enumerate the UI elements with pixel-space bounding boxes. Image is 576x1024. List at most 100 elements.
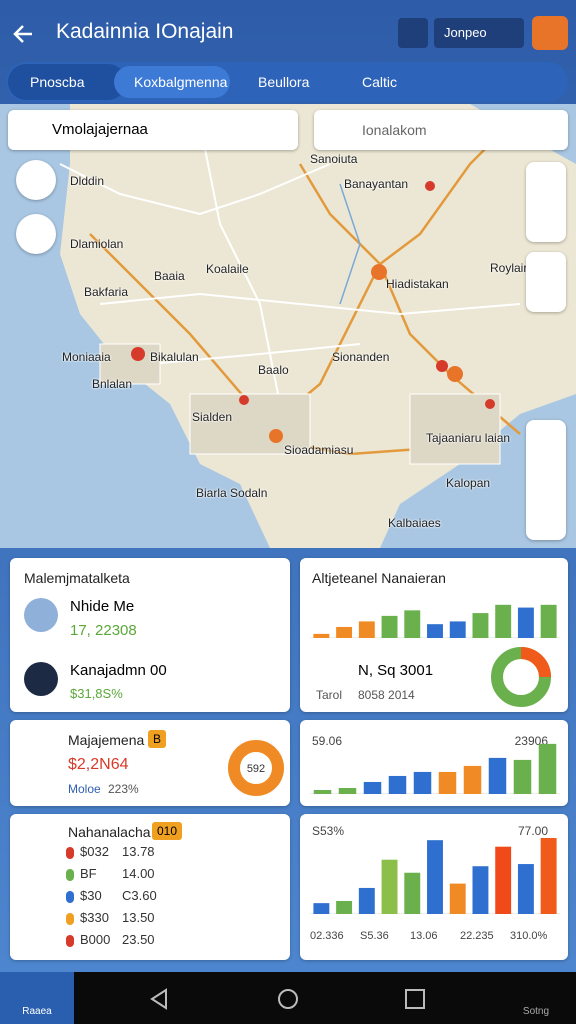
bar — [495, 604, 512, 638]
tab[interactable]: Pnoscba — [30, 74, 85, 90]
card[interactable]: Malemjmatalketa Nhide Me 17, 22308 Kanaj… — [10, 558, 290, 712]
search-text: Vmolajajernaa — [52, 121, 148, 138]
legend-swatch — [66, 869, 74, 881]
legend-key: $032 — [80, 844, 109, 859]
card-title: Malemjmatalketa — [24, 570, 130, 586]
tab[interactable]: Koxbalgmenna — [134, 74, 228, 90]
map-button[interactable] — [16, 160, 56, 200]
item-name: Nhide Me — [70, 598, 135, 615]
bar — [336, 626, 353, 638]
card-title: Altjeteanel Nanaieran — [312, 570, 446, 586]
stat-sub-label: Moloe — [68, 782, 101, 796]
bar — [358, 887, 375, 914]
stat-value: $2,2N64 — [68, 756, 129, 773]
map-label: Sialden — [192, 410, 233, 424]
icon — [24, 598, 58, 632]
card[interactable]: Nahanalacha 010 $032 13.78 BF 14.00 $30 C3.60… — [10, 814, 290, 960]
donut-label: 592 — [247, 763, 265, 775]
card[interactable]: S53% 77.00 02.336 S5.36 13.06 22.235 310.0% — [300, 814, 568, 960]
legend-swatch — [66, 913, 74, 925]
bar — [540, 838, 557, 914]
bar — [472, 866, 489, 914]
bar-chart — [310, 838, 560, 914]
bar — [404, 610, 421, 638]
map-label: Koalaile — [206, 262, 249, 276]
item-name: Kanajadmn 00 — [70, 662, 167, 679]
map-label: Kalbaiaes — [388, 516, 441, 530]
bar-chart — [310, 604, 560, 638]
card[interactable]: 59.06 23906 — [300, 720, 568, 806]
bar — [427, 624, 443, 638]
map-label: Baalo — [258, 363, 289, 377]
bar — [438, 771, 457, 794]
dropdown-label: Jonpeo — [444, 25, 487, 40]
legend-value: 23.50 — [122, 932, 155, 947]
bar — [540, 604, 557, 638]
bar — [336, 900, 353, 914]
map-label: Bakfaria — [84, 285, 129, 299]
legend-key: $330 — [80, 910, 109, 925]
search-field[interactable]: Ionalakom — [314, 110, 568, 150]
avatar[interactable] — [532, 16, 568, 50]
map-label: Sionanden — [332, 350, 390, 364]
bar — [449, 883, 466, 914]
map-label: Tajaaniaru laian — [426, 431, 511, 445]
axis-label: S53% — [312, 824, 345, 838]
donut: 22.7% — [491, 647, 551, 707]
bar — [313, 633, 330, 638]
bar — [513, 759, 532, 794]
legend-swatch — [66, 891, 74, 903]
map-label: Bnlalan — [92, 377, 133, 391]
bar — [463, 765, 482, 794]
bar — [388, 775, 407, 794]
bar — [381, 615, 398, 638]
card[interactable]: Majajemena B $2,2N64 Moloe 223% 592 — [10, 720, 290, 806]
map-label: Dlamiolan — [70, 237, 124, 251]
map-button[interactable] — [16, 214, 56, 254]
dropdown[interactable]: Jonpeo — [434, 18, 524, 48]
stat-value: N, Sq 3001 — [358, 662, 434, 679]
header-title: Kadainnia IOnajain — [56, 20, 234, 43]
bar — [381, 859, 398, 914]
bar — [313, 903, 330, 914]
search-field[interactable]: Vmolajajernaa — [8, 110, 298, 150]
nav-home[interactable]: Raaea — [0, 972, 74, 1024]
layer-control[interactable] — [526, 252, 566, 312]
tab-hover-bg — [114, 66, 230, 98]
map-label: Kalopan — [446, 476, 491, 490]
icon-button[interactable] — [398, 18, 428, 48]
back-button[interactable] — [10, 20, 38, 48]
bar — [488, 757, 507, 794]
zoom-control[interactable] — [526, 162, 566, 242]
tab[interactable]: Beullora — [258, 74, 310, 90]
card-title: Nahanalacha — [68, 824, 151, 840]
map-label: Moniaaia — [62, 350, 111, 364]
card[interactable]: Altjeteanel Nanaieran N, Sq 3001 Tarol 8… — [300, 558, 568, 712]
x-label: 22.235 — [460, 930, 494, 942]
bar — [517, 607, 534, 638]
badge: 010 — [152, 822, 183, 840]
search-text: Ionalakom — [362, 122, 427, 138]
map-tools[interactable] — [526, 420, 566, 540]
system-buttons[interactable] — [140, 984, 440, 1014]
legend-value: 13.50 — [122, 910, 155, 925]
axis-label: 59.06 — [312, 734, 343, 748]
map-label: Banayantan — [344, 177, 409, 191]
bar — [517, 864, 534, 914]
map-label: Baaia — [154, 269, 185, 283]
card-title: Majajemena — [68, 732, 145, 748]
axis-label: 77.00 — [517, 824, 548, 838]
icon — [24, 662, 58, 696]
bar-chart — [310, 743, 560, 794]
tab-active-bg — [8, 64, 126, 100]
bar — [404, 872, 421, 914]
map-label: Bikalulan — [150, 350, 199, 364]
bar — [427, 840, 443, 914]
tab[interactable]: Caltic — [362, 74, 398, 90]
nav-profile[interactable]: Sotng — [506, 972, 566, 1024]
map-label: Sanoiuta — [310, 152, 358, 166]
bar — [313, 789, 332, 794]
x-label: 13.06 — [410, 930, 438, 942]
legend-swatch — [66, 935, 74, 947]
map-label: Biarla Sodaln — [196, 486, 268, 500]
